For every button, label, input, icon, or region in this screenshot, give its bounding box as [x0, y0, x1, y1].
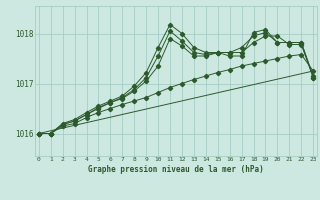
X-axis label: Graphe pression niveau de la mer (hPa): Graphe pression niveau de la mer (hPa)	[88, 165, 264, 174]
